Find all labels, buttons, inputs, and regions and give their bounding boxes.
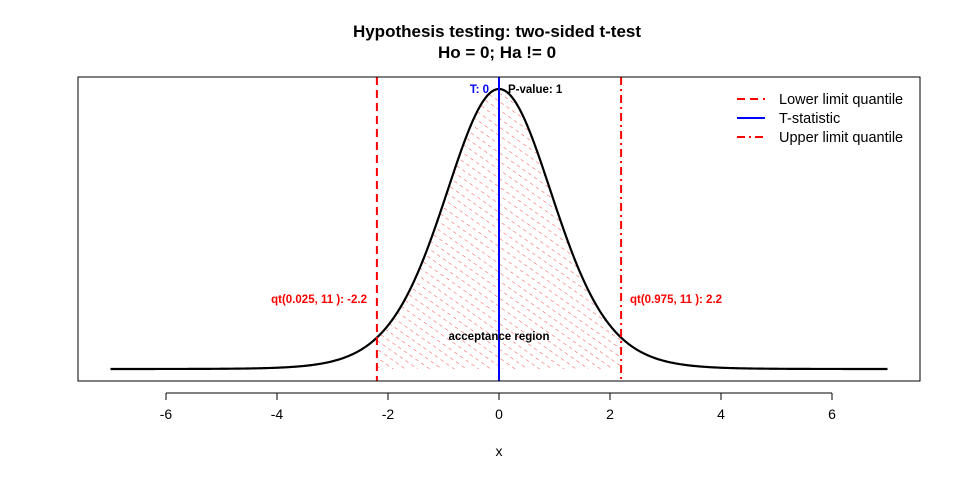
acceptance-region-label: acceptance region bbox=[449, 331, 550, 343]
x-tick-label: -6 bbox=[160, 406, 173, 422]
upper-quantile-label: qt(0.975, 11 ): 2.2 bbox=[630, 294, 722, 306]
lower-quantile-label: qt(0.025, 11 ): -2.2 bbox=[271, 294, 367, 306]
t-statistic-label: T: 0 bbox=[470, 84, 489, 96]
chart-title: Hypothesis testing: two-sided t-test bbox=[353, 22, 641, 41]
x-tick-label: 0 bbox=[495, 406, 503, 422]
legend-label: T-statistic bbox=[779, 111, 840, 127]
p-value-label: P-value: 1 bbox=[508, 84, 563, 96]
x-tick-label: -4 bbox=[271, 406, 284, 422]
x-tick-label: 6 bbox=[828, 406, 836, 422]
legend-label: Upper limit quantile bbox=[779, 130, 903, 146]
plot-frame bbox=[77, 76, 921, 382]
x-tick-label: 4 bbox=[717, 406, 725, 422]
legend-label: Lower limit quantile bbox=[779, 92, 903, 108]
legend: Lower limit quantile T-statistic Upper lim… bbox=[737, 92, 903, 146]
x-tick-label: 2 bbox=[606, 406, 614, 422]
x-axis-label: x bbox=[496, 443, 503, 459]
x-tick-label: -2 bbox=[382, 406, 395, 422]
chart-subtitle: Ho = 0; Ha != 0 bbox=[438, 43, 556, 62]
x-axis: -6 -4 -2 0 2 4 6 bbox=[160, 392, 836, 422]
